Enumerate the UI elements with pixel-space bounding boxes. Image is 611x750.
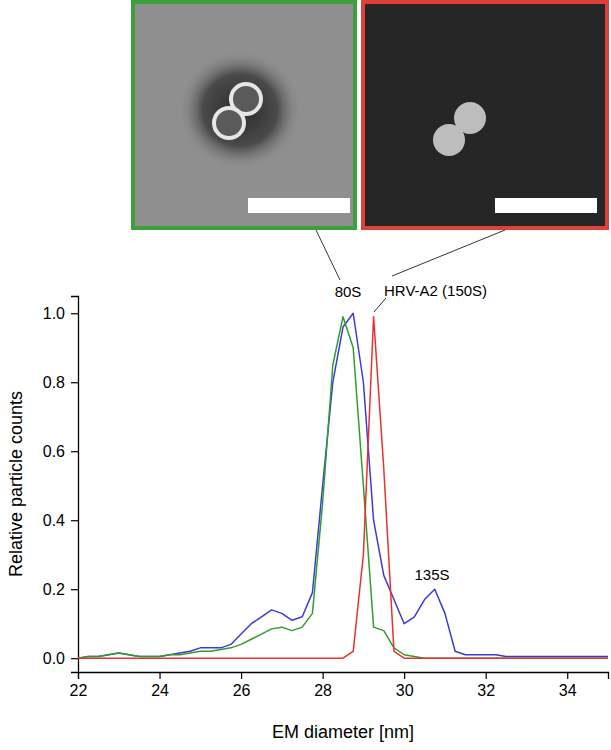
tick-label: 28: [314, 682, 332, 699]
tick-label: 32: [477, 682, 495, 699]
tick-mark: [323, 672, 324, 679]
tick-label: 0.4: [43, 512, 65, 529]
scale-bar: [248, 198, 350, 213]
series-line: [78, 317, 608, 659]
tick-label: 22: [70, 682, 88, 699]
leader-line: [316, 230, 340, 280]
y-axis: 0.0 0.2 0.4 0.6 0.8 1.0: [43, 297, 79, 673]
tick: 24: [151, 672, 169, 699]
tick-mark: [241, 672, 242, 679]
tick-mark: [404, 672, 405, 679]
tick: 32: [477, 672, 495, 699]
series-line: [78, 313, 608, 658]
tick: 34: [559, 672, 577, 699]
inset-halo: [178, 50, 302, 170]
tick: 0.8: [43, 374, 78, 391]
annotation: HRV-A2 (150S): [384, 282, 487, 299]
series-line: [78, 317, 608, 659]
tick-mark: [486, 672, 487, 679]
tick: 22: [70, 672, 88, 699]
plot-area: [78, 313, 608, 658]
tick-mark: [71, 520, 78, 521]
tick-label: 0.2: [43, 581, 65, 598]
tick-mark: [71, 451, 78, 452]
tick-label: 30: [396, 682, 414, 699]
tick: 1.0: [43, 305, 78, 322]
annotation: 135S: [414, 566, 449, 583]
tick-mark: [159, 672, 160, 679]
tick-mark: [71, 589, 78, 590]
tick-label: 24: [151, 682, 169, 699]
tick-mark: [71, 658, 78, 659]
particle-ring: [214, 108, 244, 138]
annotation: 80S: [335, 283, 362, 300]
tick-mark: [71, 382, 78, 383]
tick: 0.4: [43, 512, 78, 529]
tick-label: 34: [559, 682, 577, 699]
tick: 30: [396, 672, 414, 699]
tick: 26: [233, 672, 251, 699]
tick: 28: [314, 672, 332, 699]
axis-line: [79, 673, 609, 680]
chart: 22 24 26 28 30 32 34 0.0 0.2 0.4 0.6 0.8 1.0 EM diame…: [0, 0, 611, 750]
tick-label: 26: [233, 682, 251, 699]
tick-mark: [567, 672, 568, 679]
leader-line: [392, 230, 505, 276]
insets: [133, 2, 607, 228]
particle-disc: [433, 124, 465, 156]
tick-label: 0.0: [43, 650, 65, 667]
tick-label: 0.8: [43, 374, 65, 391]
axis-line: [71, 297, 79, 673]
tick: 0.6: [43, 443, 78, 460]
inset-red: [363, 2, 607, 228]
tick-label: 1.0: [43, 305, 65, 322]
inset-green: [133, 2, 355, 228]
scale-bar: [495, 198, 597, 213]
x-axis: 22 24 26 28 30 32 34: [70, 672, 609, 699]
tick: 0.0: [43, 650, 78, 667]
tick-label: 0.6: [43, 443, 65, 460]
tick: 0.2: [43, 581, 78, 598]
tick-mark: [71, 313, 78, 314]
leader-line: [374, 298, 386, 312]
y-axis-title: Relative particle counts: [6, 391, 26, 577]
x-axis-title: EM diameter [nm]: [272, 722, 414, 742]
